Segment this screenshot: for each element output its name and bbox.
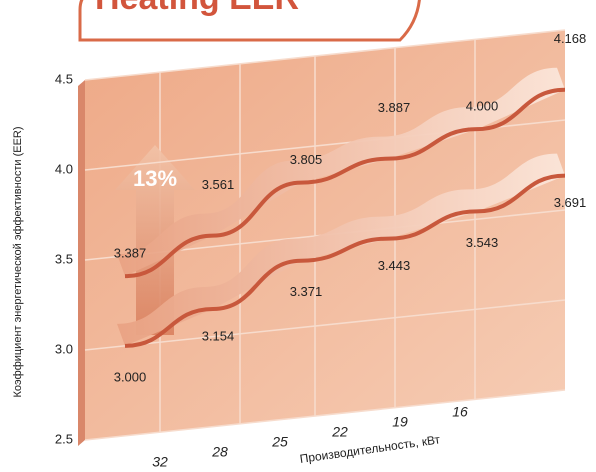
x-tick-label: 19 xyxy=(392,414,408,430)
value-label: 3.543 xyxy=(466,235,499,250)
y-tick-label: 4.0 xyxy=(55,161,73,176)
y-tick-label: 2.5 xyxy=(55,431,73,446)
y-tick-label: 4.5 xyxy=(55,71,73,86)
x-tick-label: 32 xyxy=(152,454,168,470)
value-label: 4.168 xyxy=(554,31,587,46)
x-tick-label: 28 xyxy=(211,444,228,460)
value-label: 3.691 xyxy=(554,195,587,210)
value-label: 3.805 xyxy=(290,152,323,167)
grid-line xyxy=(84,299,566,351)
x-tick-label: 25 xyxy=(271,434,288,450)
value-label: 4.000 xyxy=(466,99,499,114)
value-label: 3.154 xyxy=(202,328,235,343)
value-label: 3.443 xyxy=(378,258,411,273)
grid-line xyxy=(84,389,566,441)
x-tick-label: 16 xyxy=(452,404,468,420)
grid-line xyxy=(84,29,566,81)
x-axis-label: Производительность, кВт xyxy=(299,432,442,466)
annotation: 13% xyxy=(133,166,177,191)
value-label: 3.387 xyxy=(114,246,147,261)
line xyxy=(124,87,566,279)
value-label: 3.000 xyxy=(114,369,147,384)
value-label: 3.561 xyxy=(202,177,235,192)
value-label: 3.371 xyxy=(290,284,323,299)
y-axis-label: Коэффициент энергетической эффективности… xyxy=(12,126,24,397)
title-box xyxy=(78,0,421,42)
x-tick-label: 22 xyxy=(331,424,348,440)
y-tick-label: 3.0 xyxy=(55,341,73,356)
chart-title: Heating EER xyxy=(95,0,299,17)
line xyxy=(124,173,566,348)
ribbon xyxy=(117,67,565,277)
y-tick-label: 3.5 xyxy=(55,251,73,266)
value-label: 3.887 xyxy=(378,100,411,115)
